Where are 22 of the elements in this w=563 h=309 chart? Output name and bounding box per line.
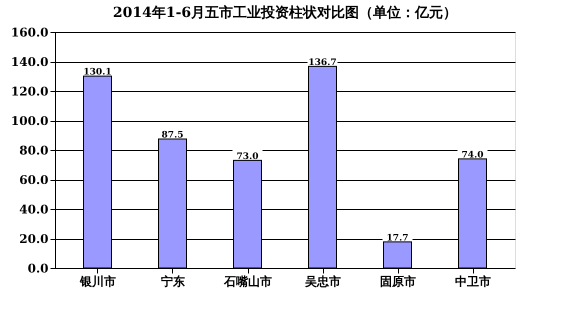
x-tick-label: 宁东 — [161, 274, 185, 288]
y-tick-label: 80.0 — [19, 144, 48, 158]
data-label: 136.7 — [308, 58, 337, 68]
y-tick-label: 160.0 — [10, 26, 48, 40]
y-tick-label: 0.0 — [28, 262, 48, 276]
x-tick-label: 吴忠市 — [304, 274, 341, 288]
data-label: 87.5 — [162, 130, 184, 140]
data-label: 130.1 — [83, 68, 112, 78]
data-label: 73.0 — [236, 152, 258, 162]
x-tick-label: 固原市 — [380, 274, 416, 288]
data-label: 74.0 — [462, 150, 484, 160]
chart-title: 2014年1-6月五市工业投资柱状对比图（单位：亿元） — [112, 4, 458, 21]
y-tick-label: 20.0 — [19, 232, 48, 246]
x-tick-label: 石嘴山市 — [223, 274, 272, 288]
x-tick-label: 银川市 — [79, 274, 116, 288]
data-label: 17.7 — [386, 233, 408, 244]
x-tick-label: 中卫市 — [455, 274, 491, 288]
y-tick-label: 40.0 — [19, 202, 48, 216]
y-tick-label: 120.0 — [10, 84, 48, 98]
y-tick-label: 100.0 — [10, 114, 48, 128]
y-tick-label: 140.0 — [10, 55, 48, 69]
y-tick-label: 60.0 — [19, 173, 48, 187]
